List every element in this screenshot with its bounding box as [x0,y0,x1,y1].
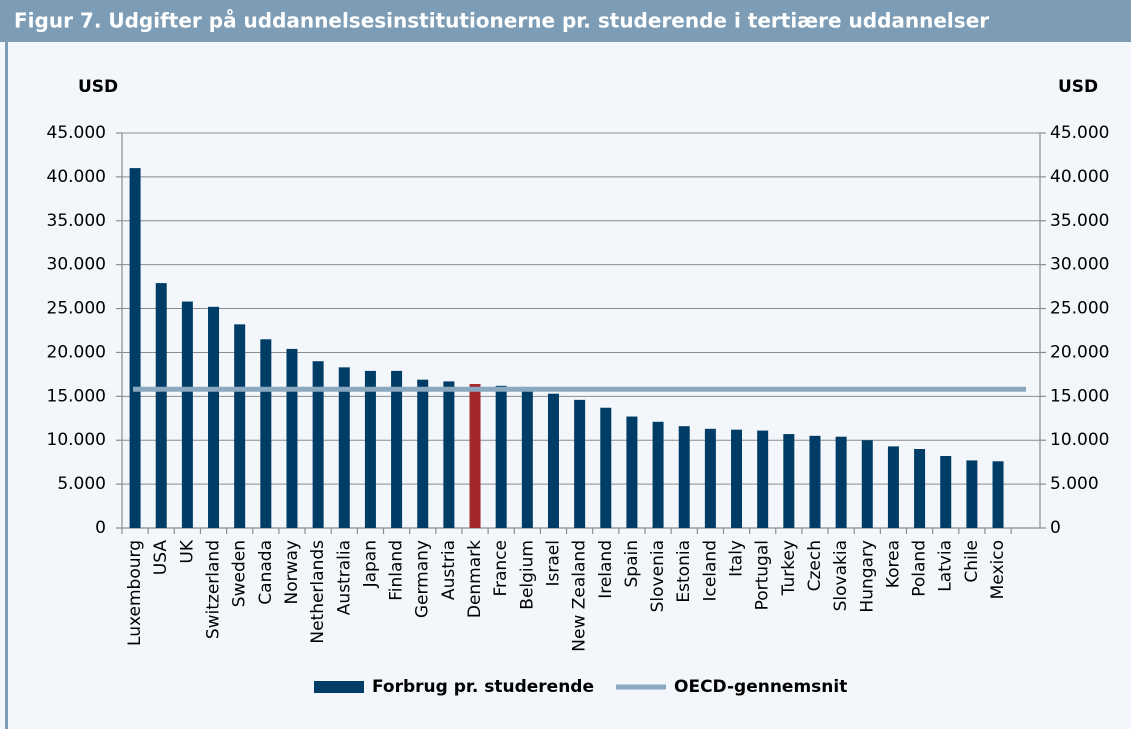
bar [469,384,481,528]
x-tick-label: Australia [334,540,354,615]
x-tick-label: Finland [387,540,407,601]
bar [286,348,298,528]
y2-tick-label: 10.000 [1050,430,1109,450]
x-tick-label: Switzerland [204,540,224,639]
bar [757,430,769,528]
x-tick-label: Latvia [936,540,956,592]
x-tick-label: Slovenia [648,540,668,612]
x-tick-label: Slovakia [831,540,851,611]
x-tick-label: Canada [256,540,276,605]
x-tick-label: France [491,540,511,597]
x-tick-label: Czech [805,540,825,591]
y-tick-label: 40.000 [47,167,106,187]
bar [940,456,952,528]
y2-tick-label: 40.000 [1050,167,1109,187]
y-axis-label: USD [78,77,118,97]
y2-tick-label: 15.000 [1050,386,1109,406]
header-bar [0,0,1131,42]
bar [260,339,272,528]
legend-label: OECD-gennemsnit [674,677,847,697]
bar [129,168,141,528]
x-tick-label: Luxembourg [125,540,145,646]
bar [574,399,586,528]
bar [992,461,1004,528]
bar [600,407,612,528]
x-tick-label: Israel [543,540,563,586]
x-tick-label: Germany [413,540,433,618]
bar [338,367,350,528]
bar [652,421,664,528]
bar [731,429,743,528]
bar [521,390,533,528]
x-tick-label: Austria [439,540,459,600]
y-tick-label: 15.000 [47,386,106,406]
y2-tick-label: 20.000 [1050,342,1109,362]
x-tick-label: Hungary [857,540,877,613]
bar [208,306,220,528]
bar [678,426,690,528]
x-tick-label: Belgium [517,540,537,610]
legend-label: Forbrug pr. studerende [372,677,594,697]
bar [155,283,167,528]
bar [443,381,455,528]
bar [783,434,795,528]
y-tick-label: 30.000 [47,255,106,275]
x-tick-label: Estonia [674,540,694,603]
left-border [5,42,8,729]
y-tick-label: 10.000 [47,430,106,450]
y-tick-label: 5.000 [57,474,106,494]
y2-tick-label: 0 [1050,518,1061,538]
bar [312,361,324,528]
bar [966,460,978,528]
y-tick-label: 20.000 [47,342,106,362]
bar [809,435,821,528]
x-tick-label: USA [151,540,171,576]
bar [861,440,873,528]
x-tick-label: Ireland [596,540,616,599]
bar [364,370,376,528]
legend-swatch [314,681,364,693]
x-tick-label: Sweden [230,540,250,607]
x-tick-label: Korea [883,540,903,588]
bar [704,428,716,528]
bar [234,324,246,528]
y2-tick-label: 30.000 [1050,255,1109,275]
y-tick-label: 0 [95,518,106,538]
x-tick-label: Japan [360,540,380,588]
x-tick-label: UK [177,539,197,563]
bar [835,436,847,528]
bar [887,446,899,528]
bar [547,393,559,528]
x-tick-label: Norway [282,540,302,605]
y-tick-label: 45.000 [47,123,106,143]
x-tick-label: Iceland [700,540,720,602]
x-tick-label: Italy [727,540,747,577]
x-tick-label: Denmark [465,540,485,618]
chart-title: Figur 7. Udgifter på uddannelsesinstitut… [14,9,989,33]
x-tick-label: Poland [910,540,930,597]
x-tick-label: New Zealand [570,540,590,652]
x-tick-label: Mexico [988,540,1008,599]
y2-axis-label: USD [1058,77,1098,97]
y-tick-label: 25.000 [47,299,106,319]
bar [391,370,403,528]
y-tick-label: 35.000 [47,211,106,231]
x-tick-label: Turkey [779,540,799,596]
bar [417,379,429,528]
x-tick-label: Chile [962,540,982,583]
y2-tick-label: 35.000 [1050,211,1109,231]
x-tick-label: Spain [622,540,642,588]
y2-tick-label: 25.000 [1050,299,1109,319]
bar [914,449,926,528]
y2-tick-label: 45.000 [1050,123,1109,143]
bar [626,416,638,528]
x-tick-label: Portugal [753,540,773,610]
y2-tick-label: 5.000 [1050,474,1099,494]
bar [495,385,507,528]
bar [181,301,193,528]
x-tick-label: Netherlands [308,540,328,644]
